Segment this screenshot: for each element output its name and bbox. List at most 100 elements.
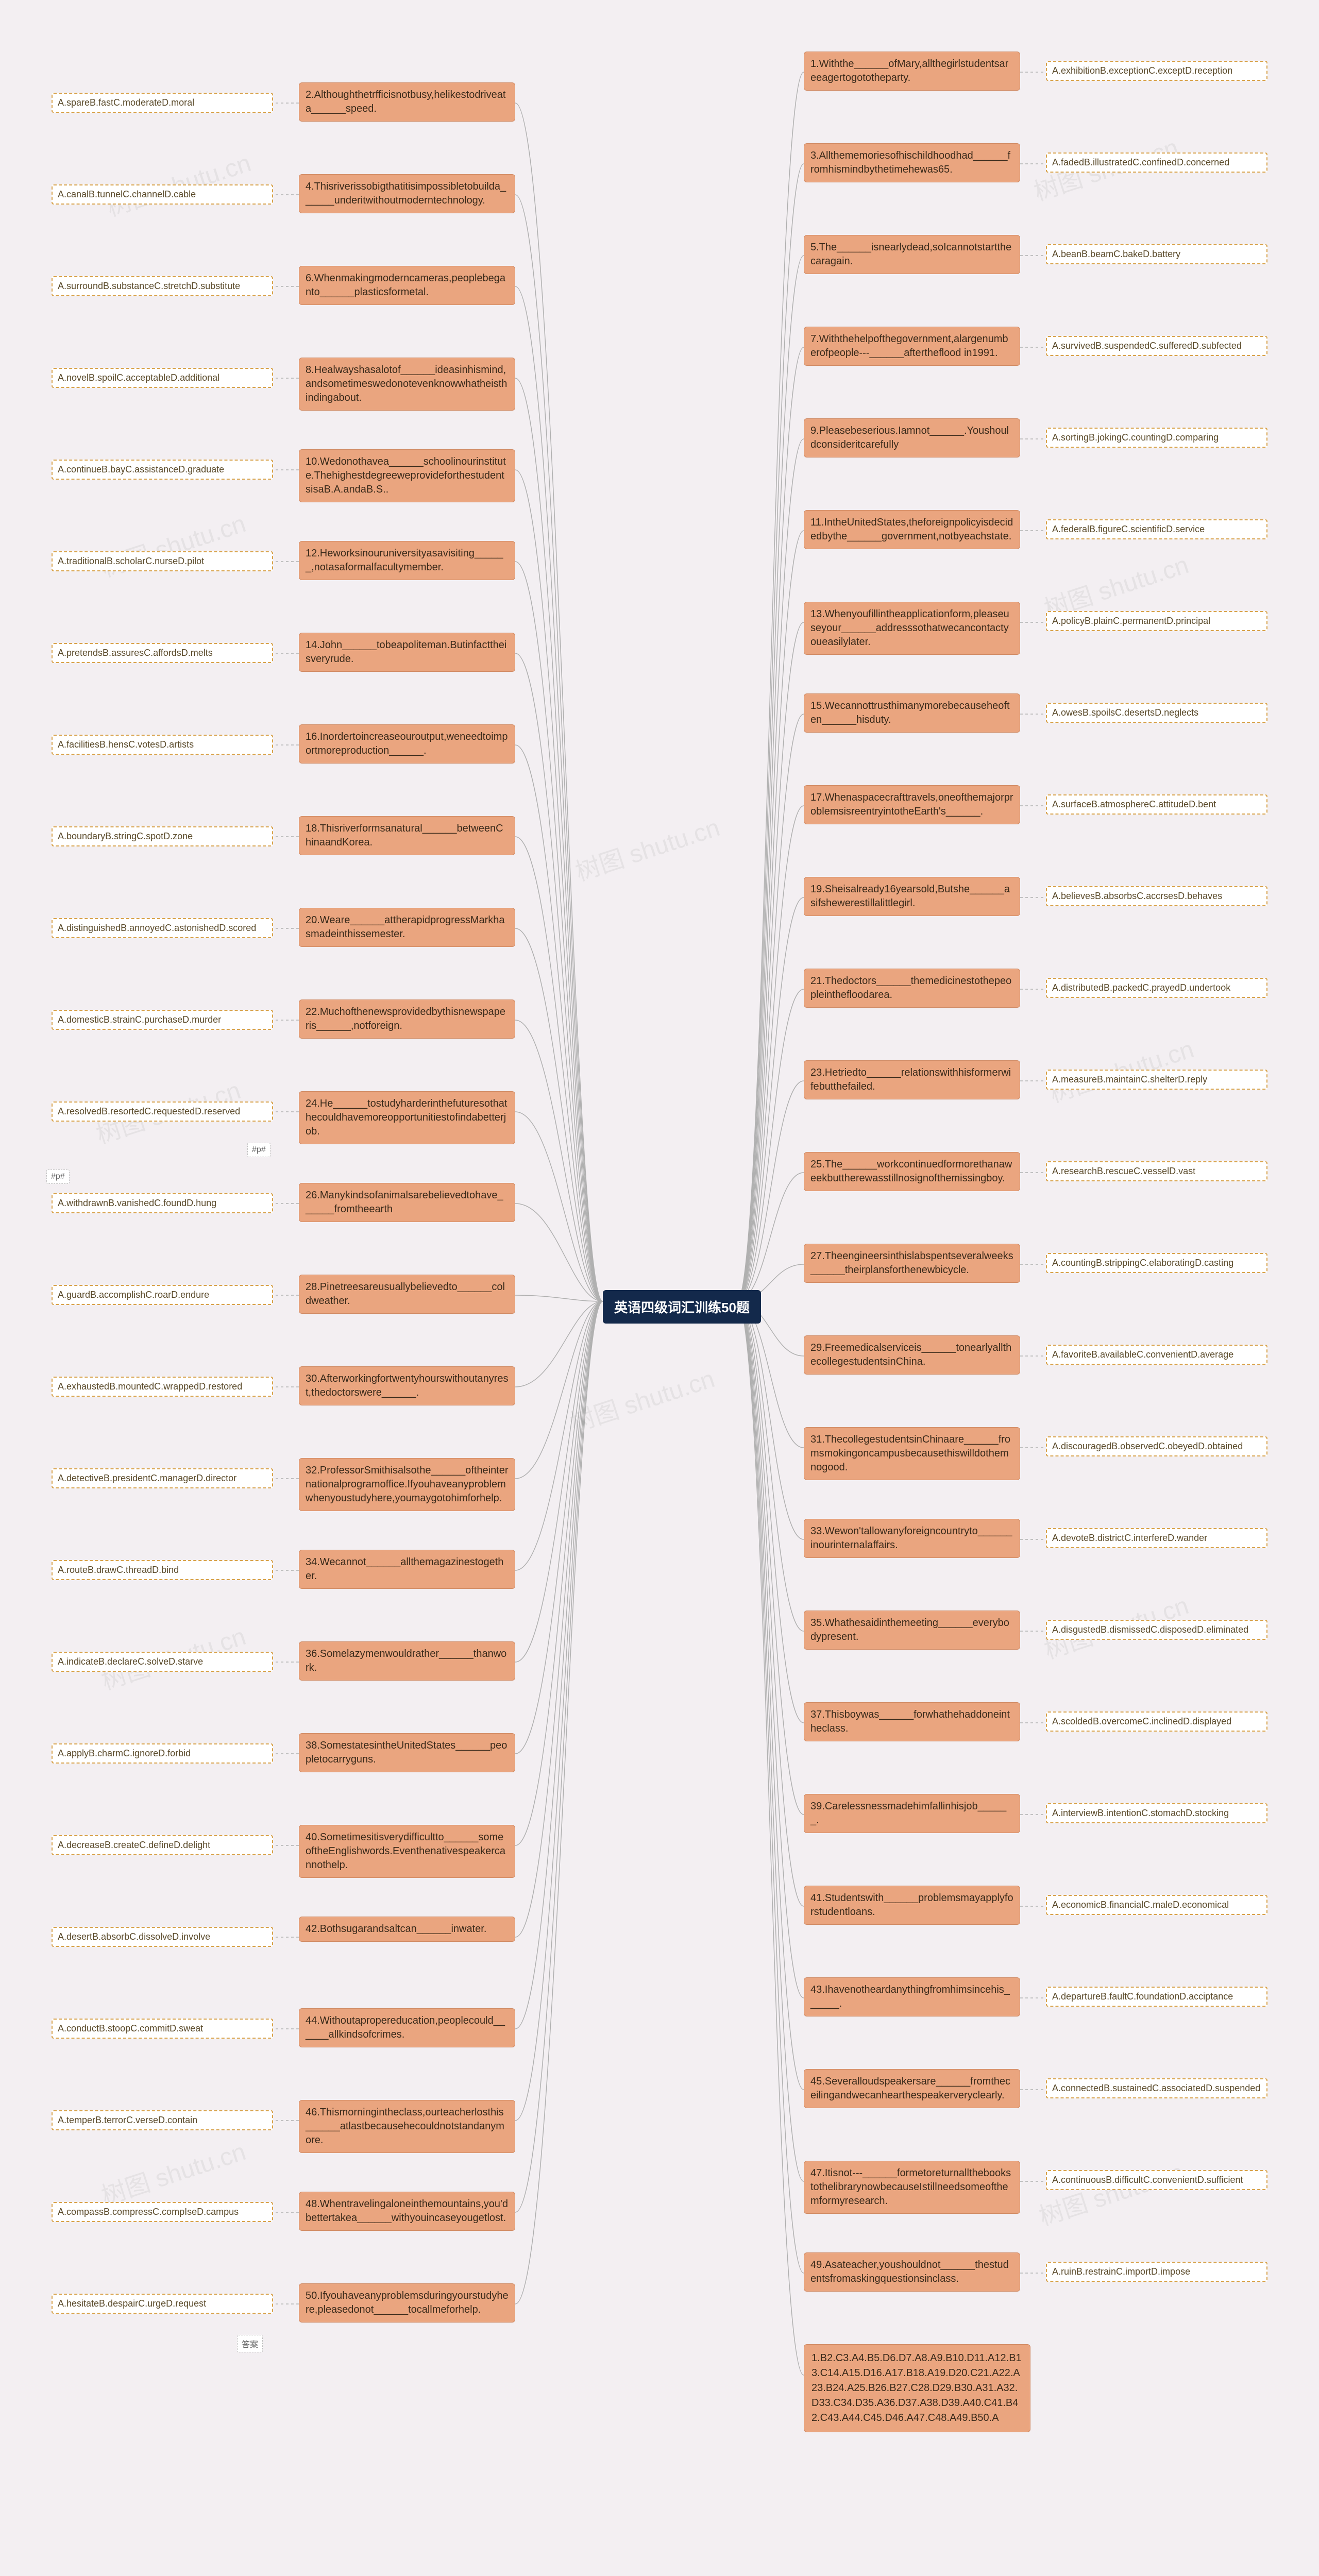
answer-options: A.believesB.absorbsC.accrsesD.behaves (1046, 886, 1267, 906)
question-node: 42.Bothsugarandsaltcan______inwater. (299, 1917, 515, 1942)
answer-options: A.federalB.figureC.scientificD.service (1046, 519, 1267, 539)
question-node: 28.Pinetreesareusuallybelievedto______co… (299, 1275, 515, 1314)
answer-options: A.compassB.compressC.compIseD.campus (52, 2202, 273, 2222)
answer-options: A.continueB.bayC.assistanceD.graduate (52, 460, 273, 480)
question-node: 19.Sheisalready16yearsold,Butshe______as… (804, 877, 1020, 916)
answer-options: A.indicateB.declareC.solveD.starve (52, 1652, 273, 1672)
question-node: 6.Whenmakingmoderncameras,peoplebeganto_… (299, 266, 515, 305)
question-node: 40.Sometimesitisverydifficultto______som… (299, 1825, 515, 1878)
question-node: 30.Afterworkingfortwentyhourswithoutanyr… (299, 1366, 515, 1405)
answer-options: A.novelB.spoilC.acceptableD.additional (52, 368, 273, 388)
answer-options: A.countingB.strippingC.elaboratingD.cast… (1046, 1253, 1267, 1273)
answer-options: A.devoteB.districtC.interfereD.wander (1046, 1528, 1267, 1548)
answer-options: A.distinguishedB.annoyedC.astonishedD.sc… (52, 918, 273, 938)
question-node: 35.Whathesaidinthemeeting______everybody… (804, 1611, 1020, 1650)
watermark: 树图 shutu.cn (1034, 2152, 1187, 2232)
watermark: 树图 shutu.cn (101, 143, 255, 223)
question-node: 2.Althoughthetrfficisnotbusy,helikestodr… (299, 82, 515, 122)
question-node: 1.Withthe______ofMary,allthegirlstudents… (804, 52, 1020, 91)
question-node: 7.Withthehelpofthegovernment,alargenumbe… (804, 327, 1020, 366)
answer-options: A.ruinB.restrainC.importD.impose (1046, 2262, 1267, 2282)
hash-tag: #p# (46, 1170, 70, 1184)
question-node: 50.Ifyouhaveanyproblemsduringyourstudyhe… (299, 2283, 515, 2323)
question-node: 17.Whenaspacecrafttravels,oneofthemajorp… (804, 785, 1020, 824)
answer-options: A.scoldedB.overcomeC.inclinedD.displayed (1046, 1711, 1267, 1732)
question-node: 31.ThecollegestudentsinChinaare______fro… (804, 1427, 1020, 1480)
answer-options: A.beanB.beamC.bakeD.battery (1046, 244, 1267, 264)
question-node: 4.Thisriverissobigthatitisimpossibletobu… (299, 174, 515, 213)
question-node: 14.John______tobeapoliteman.Butinfactthe… (299, 633, 515, 672)
question-node: 45.Severalloudspeakersare______fromthece… (804, 2069, 1020, 2108)
question-node: 23.Hetriedto______relationswithhisformer… (804, 1060, 1020, 1099)
question-node: 44.Withoutapropereducation,peoplecould__… (299, 2008, 515, 2047)
answer-options: A.desertB.absorbC.dissolveD.involve (52, 1927, 273, 1947)
answer-options: A.surroundB.substanceC.stretchD.substitu… (52, 276, 273, 296)
answer-options: A.discouragedB.observedC.obeyedD.obtaine… (1046, 1436, 1267, 1456)
watermark: 树图 shutu.cn (565, 1359, 718, 1439)
question-node: 5.The______isnearlydead,soIcannotstartth… (804, 235, 1020, 274)
answer-options: A.departureB.faultC.foundationD.acciptan… (1046, 1987, 1267, 2007)
question-node: 18.Thisriverformsanatural______betweenCh… (299, 816, 515, 855)
answer-options: A.distributedB.packedC.prayedD.undertook (1046, 978, 1267, 998)
answer-options: A.exhibitionB.exceptionC.exceptD.recepti… (1046, 61, 1267, 81)
answer-options: A.favoriteB.availableC.convenientD.avera… (1046, 1345, 1267, 1365)
question-node: 9.Pleasebeserious.Iamnot______.Youshould… (804, 418, 1020, 457)
question-node: 26.Manykindsofanimalsarebelievedtohave__… (299, 1183, 515, 1222)
watermark: 树图 shutu.cn (96, 2131, 249, 2212)
question-node: 36.Somelazymenwouldrather______thanwork. (299, 1641, 515, 1681)
watermark: 树图 shutu.cn (96, 503, 249, 584)
question-node: 39.Carelessnessmadehimfallinhisjob______… (804, 1794, 1020, 1833)
question-node: 46.Thismorningintheclass,ourteacherlosth… (299, 2100, 515, 2153)
question-node: 11.IntheUnitedStates,theforeignpolicyisd… (804, 510, 1020, 549)
question-node: 47.Itisnot---______formetoreturnallthebo… (804, 2161, 1020, 2214)
answer-options: A.connectedB.sustainedC.associatedD.susp… (1046, 2078, 1267, 2098)
answer-options: A.guardB.accomplishC.roarD.endure (52, 1285, 273, 1305)
question-node: 16.Inordertoincreaseouroutput,weneedtoim… (299, 724, 515, 764)
answer-options: A.surfaceB.atmosphereC.attitudeD.bent (1046, 794, 1267, 815)
answer-options: A.researchB.rescueC.vesselD.vast (1046, 1161, 1267, 1181)
answer-options: A.interviewB.intentionC.stomachD.stockin… (1046, 1803, 1267, 1823)
question-node: 24.He______tostudyharderinthefuturesotha… (299, 1091, 515, 1144)
answer-options: A.sortingB.jokingC.countingD.comparing (1046, 428, 1267, 448)
answer-options: A.policyB.plainC.permanentD.principal (1046, 611, 1267, 631)
watermark: 树图 shutu.cn (1044, 1029, 1197, 1109)
answer-options: A.conductB.stoopC.commitD.sweat (52, 2019, 273, 2039)
question-node: 15.Wecannottrusthimanymorebecauseheoften… (804, 693, 1020, 733)
answer-options: A.traditionalB.scholarC.nurseD.pilot (52, 551, 273, 571)
question-node: 27.Theengineersinthislabspentseveralweek… (804, 1244, 1020, 1283)
answer-options: A.continuousB.difficultC.convenientD.suf… (1046, 2170, 1267, 2190)
question-node: 37.Thisboywas______forwhathehaddoneinthe… (804, 1702, 1020, 1741)
question-node: 8.Healwayshasalotof______ideasinhismind,… (299, 358, 515, 411)
question-node: 43.Ihavenotheardanythingfromhimsincehis_… (804, 1977, 1020, 2016)
answer-key: 1.B2.C3.A4.B5.D6.D7.A8.A9.B10.D11.A12.B1… (804, 2344, 1030, 2432)
question-node: 29.Freemedicalserviceis______tonearlyall… (804, 1335, 1020, 1375)
question-node: 48.Whentravelingaloneinthemountains,you'… (299, 2192, 515, 2231)
question-node: 3.Allthememoriesofhischildhoodhad______f… (804, 143, 1020, 182)
hash-tag: #p# (247, 1143, 270, 1157)
answer-options: A.applyB.charmC.ignoreD.forbid (52, 1743, 273, 1764)
question-node: 20.Weare______attherapidprogressMarkhasm… (299, 908, 515, 947)
question-node: 33.Wewon'tallowanyforeigncountryto______… (804, 1519, 1020, 1558)
answer-options: A.owesB.spoilsC.desertsD.neglects (1046, 703, 1267, 723)
question-node: 32.ProfessorSmithisalsothe______oftheint… (299, 1458, 515, 1511)
answer-options: A.exhaustedB.mountedC.wrappedD.restored (52, 1377, 273, 1397)
answer-options: A.hesitateB.despairC.urgeD.request (52, 2294, 273, 2314)
answer-options: A.canalB.tunnelC.channelD.cable (52, 184, 273, 205)
question-node: 34.Wecannot______allthemagazinestogether… (299, 1550, 515, 1589)
answer-options: A.disgustedB.dismissedC.disposedD.elimin… (1046, 1620, 1267, 1640)
answer-options: A.spareB.fastC.moderateD.moral (52, 93, 273, 113)
answer-options: A.measureB.maintainC.shelterD.reply (1046, 1070, 1267, 1090)
center-title: 英语四级词汇训练50题 (603, 1290, 761, 1324)
answer-options: A.boundaryB.stringC.spotD.zone (52, 826, 273, 846)
answer-options: A.detectiveB.presidentC.managerD.directo… (52, 1468, 273, 1488)
answer-options: A.economicB.financialC.maleD.economical (1046, 1895, 1267, 1915)
answer-options: A.fadedB.illustratedC.confinedD.concerne… (1046, 152, 1267, 173)
answer-options: A.domesticB.strainC.purchaseD.murder (52, 1010, 273, 1030)
answer-options: A.withdrawnB.vanishedC.foundD.hung (52, 1193, 273, 1213)
answer-options: A.temperB.terrorC.verseD.contain (52, 2110, 273, 2130)
answer-options: A.routeB.drawC.threadD.bind (52, 1560, 273, 1580)
question-node: 41.Studentswith______problemsmayapplyfor… (804, 1886, 1020, 1925)
question-node: 22.Muchofthenewsprovidedbythisnewspaperi… (299, 999, 515, 1039)
answer-options: A.facilitiesB.hensC.votesD.artists (52, 735, 273, 755)
watermark: 树图 shutu.cn (570, 807, 723, 888)
